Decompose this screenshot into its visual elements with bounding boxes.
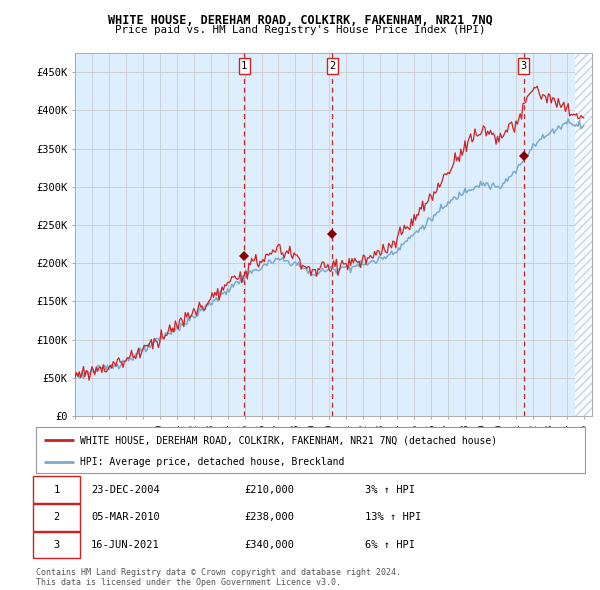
Text: 3: 3 — [53, 540, 60, 550]
Text: HPI: Average price, detached house, Breckland: HPI: Average price, detached house, Brec… — [80, 457, 344, 467]
Text: 23-DEC-2004: 23-DEC-2004 — [91, 484, 160, 494]
Text: 1: 1 — [53, 484, 60, 494]
Text: 13% ↑ HPI: 13% ↑ HPI — [365, 513, 422, 523]
Text: 1: 1 — [241, 61, 247, 71]
Text: 16-JUN-2021: 16-JUN-2021 — [91, 540, 160, 550]
Text: £340,000: £340,000 — [245, 540, 295, 550]
Text: WHITE HOUSE, DEREHAM ROAD, COLKIRK, FAKENHAM, NR21 7NQ: WHITE HOUSE, DEREHAM ROAD, COLKIRK, FAKE… — [107, 14, 493, 27]
Text: £210,000: £210,000 — [245, 484, 295, 494]
Text: 2: 2 — [329, 61, 335, 71]
Text: 05-MAR-2010: 05-MAR-2010 — [91, 513, 160, 523]
FancyBboxPatch shape — [36, 427, 585, 473]
FancyBboxPatch shape — [33, 504, 80, 530]
Text: £238,000: £238,000 — [245, 513, 295, 523]
Text: 3% ↑ HPI: 3% ↑ HPI — [365, 484, 415, 494]
Text: Contains HM Land Registry data © Crown copyright and database right 2024.
This d: Contains HM Land Registry data © Crown c… — [36, 568, 401, 587]
Text: 6% ↑ HPI: 6% ↑ HPI — [365, 540, 415, 550]
Text: 3: 3 — [521, 61, 527, 71]
Text: Price paid vs. HM Land Registry's House Price Index (HPI): Price paid vs. HM Land Registry's House … — [115, 25, 485, 35]
FancyBboxPatch shape — [33, 476, 80, 503]
FancyBboxPatch shape — [33, 532, 80, 559]
Text: WHITE HOUSE, DEREHAM ROAD, COLKIRK, FAKENHAM, NR21 7NQ (detached house): WHITE HOUSE, DEREHAM ROAD, COLKIRK, FAKE… — [80, 435, 497, 445]
Text: 2: 2 — [53, 513, 60, 523]
